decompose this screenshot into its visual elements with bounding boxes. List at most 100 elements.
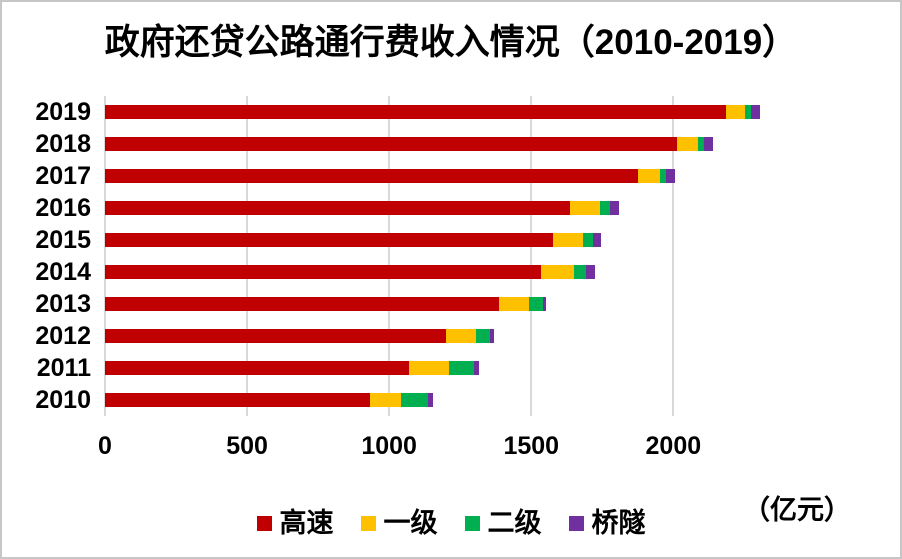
bar-segment-second-class-2013	[528, 297, 543, 311]
bar-row-2010	[105, 384, 787, 416]
y-axis-line	[104, 96, 106, 416]
bar-segment-first-class-2011	[408, 361, 450, 375]
bar-segment-expressway-2016	[105, 201, 570, 215]
bar-segment-first-class-2014	[541, 265, 574, 279]
bar-segment-first-class-2015	[552, 233, 584, 247]
bar-segment-bridge-tunnel-2011	[474, 361, 479, 375]
bar-track-2010	[105, 393, 787, 407]
bar-segment-expressway-2011	[105, 361, 409, 375]
legend-label-expressway: 高速	[279, 507, 334, 538]
bar-track-2018	[105, 137, 787, 151]
bar-segment-expressway-2013	[105, 297, 499, 311]
bar-track-2013	[105, 297, 787, 311]
bar-segment-bridge-tunnel-2017	[665, 169, 675, 183]
y-axis-label-2010: 2010	[35, 386, 91, 414]
legend-swatch-icon-first-class	[360, 515, 376, 531]
bar-segment-first-class-2012	[446, 329, 477, 343]
bar-segment-expressway-2018	[105, 137, 677, 151]
y-axis-label-2019: 2019	[35, 98, 91, 126]
bar-segment-bridge-tunnel-2012	[489, 329, 494, 343]
bar-track-2011	[105, 361, 787, 375]
bar-track-2014	[105, 265, 787, 279]
legend-swatch-icon-expressway	[256, 515, 272, 531]
legend-label-first-class: 一级	[383, 507, 438, 538]
bar-track-2019	[105, 105, 787, 119]
bar-segment-bridge-tunnel-2013	[542, 297, 547, 311]
y-axis-label-2015: 2015	[35, 226, 91, 254]
bar-row-2017	[105, 160, 787, 192]
bar-segment-bridge-tunnel-2019	[751, 105, 760, 119]
gridline-x-500	[246, 96, 249, 416]
y-axis-label-2016: 2016	[35, 194, 91, 222]
bar-segment-bridge-tunnel-2016	[609, 201, 620, 215]
bar-row-2013	[105, 288, 787, 320]
bar-segment-second-class-2015	[583, 233, 594, 247]
chart-title: 政府还贷公路通行费收入情况（2010-2019）	[104, 23, 798, 62]
bar-segment-second-class-2012	[476, 329, 490, 343]
x-tick-label-500: 500	[226, 432, 268, 460]
bar-track-2012	[105, 329, 787, 343]
gridline-x-1000	[388, 96, 391, 416]
bar-segment-first-class-2019	[725, 105, 746, 119]
legend-label-bridge-tunnel: 桥隧	[591, 507, 646, 538]
legend-swatch-icon-bridge-tunnel	[568, 515, 584, 531]
bar-segment-first-class-2013	[498, 297, 529, 311]
bar-segment-second-class-2016	[600, 201, 610, 215]
x-axis-labels: 0 500 1000 1500 2000	[98, 432, 787, 462]
bar-segment-second-class-2014	[573, 265, 587, 279]
legend-item-bridge-tunnel: 桥隧	[568, 507, 646, 538]
bar-segment-expressway-2010	[105, 393, 370, 407]
legend-item-second-class: 二级	[464, 507, 542, 538]
bar-segment-expressway-2019	[105, 105, 726, 119]
gridline-x-2000	[672, 96, 675, 416]
bar-segment-second-class-2010	[401, 393, 429, 407]
bar-segment-first-class-2010	[369, 393, 402, 407]
bar-row-2015	[105, 224, 787, 256]
legend-item-first-class: 一级	[360, 507, 438, 538]
bar-segment-first-class-2017	[638, 169, 660, 183]
y-axis-label-2012: 2012	[35, 322, 91, 350]
unit-label: （亿元）	[743, 495, 851, 525]
bar-segment-bridge-tunnel-2018	[704, 137, 714, 151]
plot-area	[104, 96, 787, 416]
legend-item-expressway: 高速	[256, 507, 334, 538]
bars-layer	[105, 96, 787, 416]
bar-row-2014	[105, 256, 787, 288]
bar-segment-expressway-2017	[105, 169, 639, 183]
bar-segment-first-class-2016	[569, 201, 600, 215]
legend-label-second-class: 二级	[487, 507, 542, 538]
bar-segment-bridge-tunnel-2010	[428, 393, 434, 407]
bar-row-2018	[105, 128, 787, 160]
y-axis-labels: 2019 2018 2017 2016 2015 2014 2013 2012 2011 2010	[2, 96, 98, 416]
legend: 高速 一级 二级 桥隧	[2, 503, 900, 543]
bar-segment-second-class-2019	[745, 105, 752, 119]
bar-row-2016	[105, 192, 787, 224]
gridlines-layer	[104, 96, 787, 416]
bar-segment-bridge-tunnel-2015	[593, 233, 602, 247]
x-tick-label-1000: 1000	[361, 432, 417, 460]
bar-row-2019	[105, 96, 787, 128]
legend-swatch-icon-second-class	[464, 515, 480, 531]
y-axis-label-2014: 2014	[35, 258, 91, 286]
x-tick-label-0: 0	[98, 432, 112, 460]
bar-track-2017	[105, 169, 787, 183]
bar-track-2016	[105, 201, 787, 215]
y-axis-label-2018: 2018	[35, 130, 91, 158]
bar-segment-expressway-2012	[105, 329, 447, 343]
bar-segment-expressway-2014	[105, 265, 542, 279]
x-tick-label-2000: 2000	[645, 432, 702, 460]
bar-segment-first-class-2018	[676, 137, 699, 151]
bar-track-2015	[105, 233, 787, 247]
bar-segment-bridge-tunnel-2014	[586, 265, 595, 279]
bar-segment-second-class-2017	[659, 169, 666, 183]
bar-row-2012	[105, 320, 787, 352]
bar-row-2011	[105, 352, 787, 384]
bar-segment-second-class-2011	[449, 361, 475, 375]
bar-segment-expressway-2015	[105, 233, 553, 247]
y-axis-label-2011: 2011	[36, 354, 91, 382]
y-axis-label-2013: 2013	[35, 290, 91, 318]
gridline-x-1500	[530, 96, 533, 416]
bar-segment-second-class-2018	[698, 137, 704, 151]
x-tick-label-1500: 1500	[503, 432, 560, 460]
